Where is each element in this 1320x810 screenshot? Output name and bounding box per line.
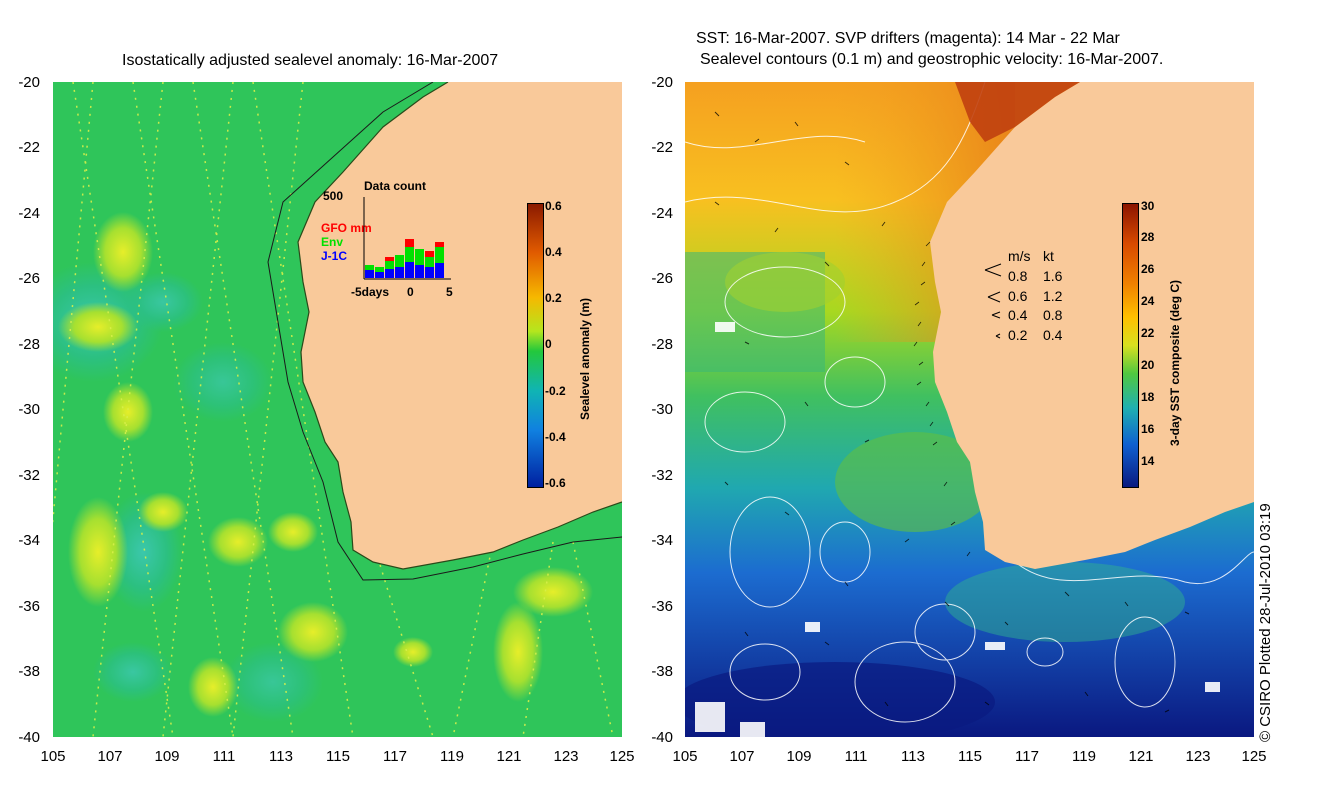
left-map-title: Isostatically adjusted sealevel anomaly:… [122, 52, 499, 69]
lat-tick-right: -24 [651, 205, 673, 222]
lon-tick-left: 121 [496, 748, 522, 765]
lon-tick-left: 117 [383, 748, 407, 765]
lat-tick-left: -26 [18, 270, 40, 287]
lon-tick-left: 109 [154, 748, 180, 765]
velocity-legend-ms: 0.6 [1008, 288, 1028, 304]
cbar-left-tick: 0.6 [545, 199, 562, 213]
csiro-credit: © CSIRO Plotted 28-Jul-2010 03:19 [1257, 503, 1274, 742]
sealevel-colorbar-label: Sealevel anomaly (m) [578, 297, 592, 420]
lat-tick-right: -22 [651, 139, 673, 156]
velocity-legend-kt: 1.6 [1043, 268, 1063, 284]
velocity-legend-ms: 0.4 [1008, 307, 1028, 323]
lon-tick-left: 115 [326, 748, 350, 765]
lat-tick-left: -28 [18, 336, 40, 353]
lat-tick-left: -36 [18, 598, 40, 615]
sst-colorbar [1122, 203, 1139, 488]
velocity-legend-kt: 0.8 [1043, 307, 1063, 323]
lon-tick-right: 119 [1072, 748, 1096, 765]
lat-tick-right: -34 [651, 532, 673, 549]
lon-tick-right: 125 [1241, 748, 1267, 765]
velocity-legend-ms: 0.8 [1008, 268, 1028, 284]
right-map-title-line1: SST: 16-Mar-2007. SVP drifters (magenta)… [696, 30, 1120, 47]
lat-tick-right: -20 [651, 74, 673, 91]
legend-gfo: GFO mm [321, 221, 372, 235]
lat-tick-right: -30 [651, 401, 673, 418]
velocity-legend-header-ms: m/s [1008, 248, 1031, 264]
lat-tick-right: -32 [651, 467, 673, 484]
lon-tick-left: 107 [97, 748, 123, 765]
sst-map[interactable]: m/s kt 0.8 1.6 0.6 1.2 0.4 0.8 0.2 0.4 3… [685, 82, 1254, 737]
lon-tick-left: 123 [553, 748, 579, 765]
right-map-title-line2: Sealevel contours (0.1 m) and geostrophi… [700, 51, 1164, 68]
lon-tick-right: 105 [672, 748, 698, 765]
cbar-left-tick: -0.6 [545, 476, 566, 490]
lon-tick-right: 121 [1128, 748, 1154, 765]
lon-tick-right: 113 [901, 748, 925, 765]
cbar-right-tick: 30 [1141, 199, 1155, 213]
cbar-right-tick: 28 [1141, 230, 1155, 244]
lat-tick-right: -26 [651, 270, 673, 287]
data-count-inset: Data count 500 GFO mm Env J-1C -5days 0 … [311, 177, 461, 307]
inset-xlabel-left: -5days [351, 285, 390, 299]
velocity-legend-kt: 1.2 [1043, 288, 1063, 304]
velocity-legend-header-kt: kt [1043, 248, 1054, 264]
data-count-bars [363, 197, 451, 280]
cbar-left-tick: -0.2 [545, 384, 566, 398]
sst-colorbar-label: 3-day SST composite (deg C) [1168, 279, 1182, 446]
lon-tick-right: 123 [1185, 748, 1211, 765]
lon-tick-left: 111 [212, 748, 236, 765]
cbar-left-tick: 0 [545, 337, 552, 351]
sst-map-graphic [685, 82, 1254, 737]
lon-tick-right: 115 [958, 748, 982, 765]
lat-tick-left: -32 [18, 467, 40, 484]
lon-tick-left: 113 [269, 748, 293, 765]
velocity-legend-ms: 0.2 [1008, 327, 1028, 343]
cbar-left-tick: 0.4 [545, 245, 562, 259]
lat-tick-left: -30 [18, 401, 40, 418]
lat-tick-right: -28 [651, 336, 673, 353]
cbar-right-tick: 22 [1141, 326, 1155, 340]
inset-ymax-label: 500 [323, 189, 344, 203]
sealevel-colorbar [527, 203, 544, 488]
lat-tick-right: -38 [651, 663, 673, 680]
inset-xlabel-mid: 0 [407, 285, 414, 299]
lat-tick-right: -36 [651, 598, 673, 615]
cbar-left-tick: -0.4 [545, 430, 566, 444]
legend-j1c: J-1C [321, 249, 348, 263]
lat-tick-right: -40 [651, 729, 673, 746]
lon-tick-left: 125 [609, 748, 635, 765]
cbar-right-tick: 26 [1141, 262, 1155, 276]
lat-tick-left: -24 [18, 205, 40, 222]
lat-tick-left: -20 [18, 74, 40, 91]
sealevel-anomaly-map[interactable]: Data count 500 GFO mm Env J-1C -5days 0 … [53, 82, 622, 737]
lon-tick-right: 109 [786, 748, 812, 765]
lat-tick-left: -40 [18, 729, 40, 746]
cbar-right-tick: 14 [1141, 454, 1155, 468]
cbar-right-tick: 16 [1141, 422, 1155, 436]
lon-tick-right: 117 [1015, 748, 1039, 765]
velocity-legend-arrows [984, 263, 1002, 339]
velocity-legend-kt: 0.4 [1043, 327, 1063, 343]
cbar-right-tick: 18 [1141, 390, 1155, 404]
lon-tick-right: 107 [729, 748, 755, 765]
lon-tick-left: 105 [40, 748, 66, 765]
inset-title: Data count [364, 179, 427, 193]
legend-env: Env [321, 235, 344, 249]
inset-xlabel-right: 5 [446, 285, 453, 299]
lat-tick-left: -38 [18, 663, 40, 680]
cbar-right-tick: 24 [1141, 294, 1155, 308]
lon-tick-left: 119 [440, 748, 464, 765]
cbar-left-tick: 0.2 [545, 291, 562, 305]
count-bars [365, 239, 444, 278]
lat-tick-left: -34 [18, 532, 40, 549]
cbar-right-tick: 20 [1141, 358, 1155, 372]
lon-tick-right: 111 [844, 748, 868, 765]
lat-tick-left: -22 [18, 139, 40, 156]
